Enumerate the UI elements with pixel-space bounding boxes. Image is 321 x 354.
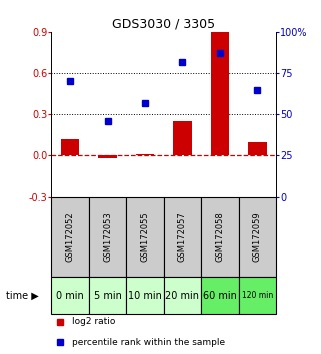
Text: GSM172053: GSM172053	[103, 212, 112, 262]
Bar	[239, 197, 276, 277]
Bar	[61, 139, 79, 155]
Text: 0 min: 0 min	[56, 291, 84, 301]
Bar	[135, 154, 154, 155]
Bar	[164, 277, 201, 314]
Text: time ▶: time ▶	[6, 291, 39, 301]
Text: 60 min: 60 min	[203, 291, 237, 301]
Bar	[51, 277, 89, 314]
Bar	[239, 277, 276, 314]
Bar	[89, 197, 126, 277]
Bar	[201, 277, 239, 314]
Text: GSM172059: GSM172059	[253, 212, 262, 262]
Text: 120 min: 120 min	[242, 291, 273, 300]
Bar	[164, 197, 201, 277]
Bar	[126, 277, 164, 314]
Text: 5 min: 5 min	[94, 291, 121, 301]
Bar	[98, 155, 117, 158]
Bar	[211, 32, 229, 155]
Bar	[89, 277, 126, 314]
Text: GSM172058: GSM172058	[215, 212, 224, 262]
Text: GSM172055: GSM172055	[141, 212, 150, 262]
Bar	[51, 197, 89, 277]
Text: GSM172052: GSM172052	[65, 212, 74, 262]
Text: 20 min: 20 min	[165, 291, 199, 301]
Text: percentile rank within the sample: percentile rank within the sample	[72, 338, 225, 347]
Title: GDS3030 / 3305: GDS3030 / 3305	[112, 18, 215, 31]
Bar	[173, 121, 192, 155]
Text: GSM172057: GSM172057	[178, 212, 187, 262]
Bar	[201, 197, 239, 277]
Text: 10 min: 10 min	[128, 291, 162, 301]
Bar	[126, 197, 164, 277]
Text: log2 ratio: log2 ratio	[72, 318, 115, 326]
Bar	[248, 142, 267, 155]
